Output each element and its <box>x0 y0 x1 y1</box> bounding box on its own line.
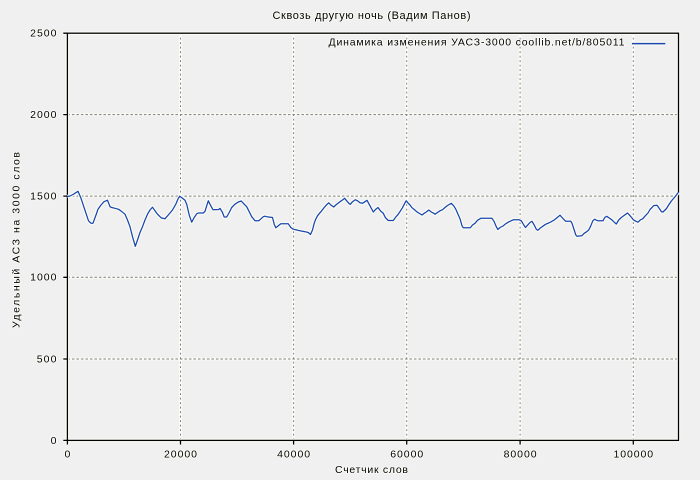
svg-text:80000: 80000 <box>504 449 537 461</box>
svg-text:1000: 1000 <box>30 272 57 284</box>
svg-text:2000: 2000 <box>30 109 57 121</box>
svg-text:2500: 2500 <box>30 28 57 40</box>
svg-text:Удельный АСЗ на 3000 слов: Удельный АСЗ на 3000 слов <box>10 152 22 328</box>
svg-text:Динамика изменения УАСЗ-3000 c: Динамика изменения УАСЗ-3000 coollib.net… <box>329 37 625 49</box>
svg-text:0: 0 <box>64 449 70 461</box>
svg-text:40000: 40000 <box>277 449 310 461</box>
svg-text:500: 500 <box>37 353 57 365</box>
svg-text:1500: 1500 <box>30 191 57 203</box>
svg-text:100000: 100000 <box>614 449 654 461</box>
svg-text:Счетчик слов: Счетчик слов <box>335 464 408 476</box>
svg-text:20000: 20000 <box>164 449 197 461</box>
svg-text:0: 0 <box>51 435 57 447</box>
svg-text:Сквозь другую ночь (Вадим Пано: Сквозь другую ночь (Вадим Панов) <box>273 10 471 22</box>
svg-text:60000: 60000 <box>390 449 423 461</box>
